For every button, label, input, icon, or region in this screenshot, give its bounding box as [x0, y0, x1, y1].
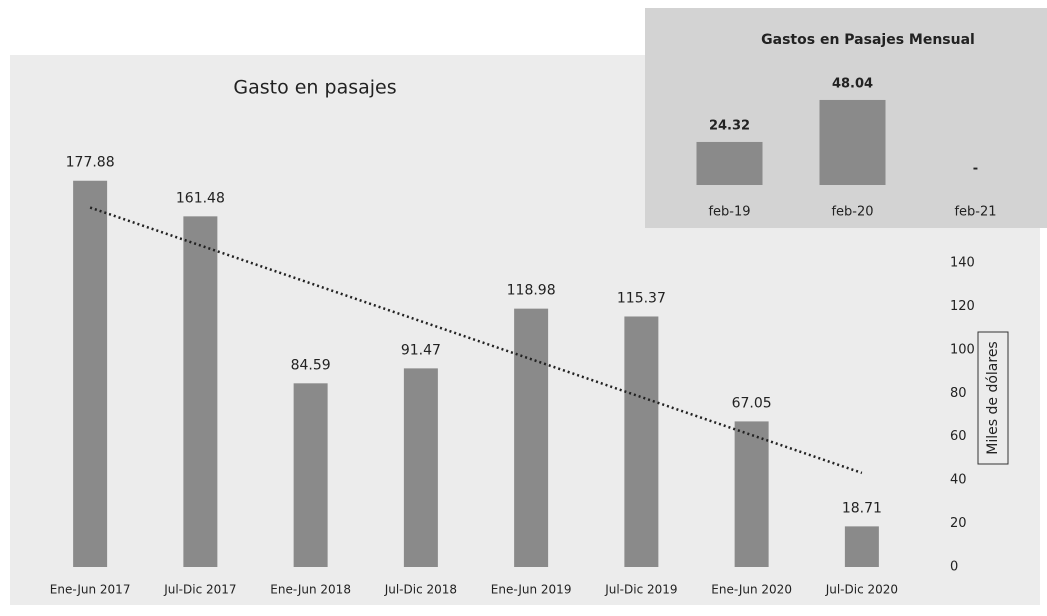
inset-bar [696, 141, 763, 185]
inset-data-label: 24.32 [709, 118, 750, 133]
inset-data-label: - [973, 162, 978, 177]
data-label: 177.88 [66, 155, 115, 171]
x-tick-label: Jul-Dic 2019 [604, 583, 677, 597]
bar [183, 216, 218, 567]
x-tick-label: Ene-Jun 2017 [50, 583, 131, 597]
inset-bar [819, 99, 886, 185]
trend-line [89, 206, 863, 475]
data-label: 18.71 [842, 500, 882, 516]
data-label: 161.48 [176, 190, 225, 206]
y-tick-label: 60 [950, 429, 967, 444]
inset-x-label: feb-20 [831, 205, 873, 220]
x-tick-label: Jul-Dic 2017 [163, 583, 236, 597]
bar [844, 526, 879, 567]
bar [73, 180, 108, 568]
data-label: 91.47 [401, 342, 441, 358]
x-tick-label: Jul-Dic 2018 [384, 583, 457, 597]
bar [293, 383, 328, 567]
bar [514, 308, 549, 567]
y-tick-label: 100 [950, 342, 975, 357]
inset-title: Gastos en Pasajes Mensual [761, 32, 975, 48]
bar [734, 421, 769, 567]
y-tick-label: 80 [950, 386, 967, 401]
bar [624, 316, 659, 567]
y-tick-label: 20 [950, 516, 967, 531]
y-tick-label: 120 [950, 299, 975, 314]
y-tick-label: 140 [950, 256, 975, 271]
x-tick-label: Ene-Jun 2018 [270, 583, 351, 597]
y-tick-label: 40 [950, 473, 967, 488]
y-tick-label: 0 [950, 560, 958, 575]
x-tick-label: Ene-Jun 2019 [491, 583, 572, 597]
inset-x-label: feb-19 [708, 205, 750, 220]
data-label: 118.98 [507, 283, 556, 299]
chart-title: Gasto en pasajes [233, 77, 396, 99]
x-tick-label: Jul-Dic 2020 [825, 583, 898, 597]
data-label: 115.37 [617, 290, 666, 306]
inset-x-label: feb-21 [954, 205, 996, 220]
bar [403, 368, 438, 567]
data-label: 84.59 [291, 357, 331, 373]
x-tick-label: Ene-Jun 2020 [711, 583, 792, 597]
data-label: 67.05 [732, 395, 772, 411]
inset-data-label: 48.04 [832, 76, 873, 91]
axis-label-box [977, 331, 1009, 465]
y-axis-label: Miles de dólares [985, 341, 1001, 454]
